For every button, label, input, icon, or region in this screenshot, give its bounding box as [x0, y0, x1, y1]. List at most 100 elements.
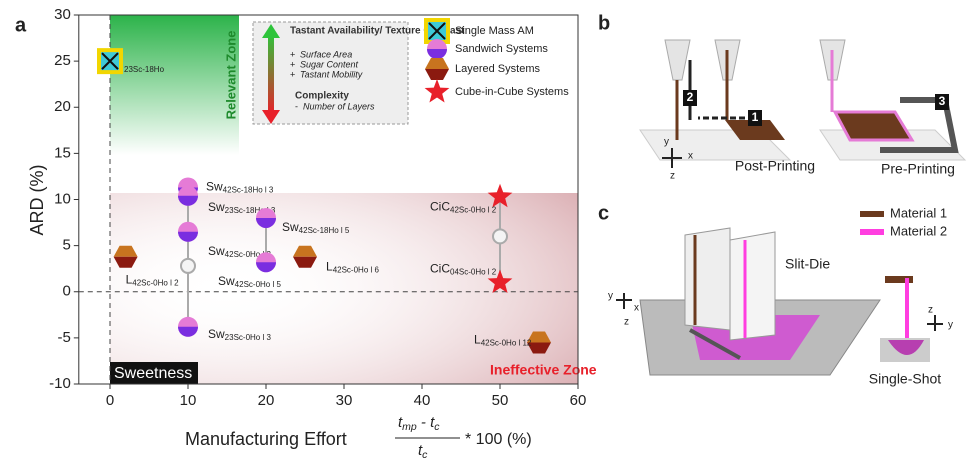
label-base: Sw: [208, 200, 225, 214]
marker-part: [293, 256, 317, 268]
print: [725, 120, 785, 140]
marker-star: [487, 183, 513, 208]
point-label: Sw42Sc-18Ho l 5: [282, 220, 350, 235]
legend-label: Material 1: [890, 205, 947, 220]
axis-letter: x: [688, 151, 693, 162]
marker-star: [424, 79, 450, 103]
marker-circle: [178, 221, 199, 242]
label-base: L: [326, 260, 333, 274]
marker-circle: [427, 39, 447, 59]
bullet: +: [290, 59, 295, 69]
marker-part: [428, 22, 446, 40]
label-base: Sw: [218, 274, 235, 288]
legend-label: Layered Systems: [455, 63, 540, 75]
label-base: Sw: [282, 220, 299, 234]
panel-label: a: [15, 14, 27, 36]
point-label: 23Sc-18Ho: [124, 65, 165, 74]
cup-fill: [888, 340, 924, 355]
point-label: Sw23Sc-18Ho l 3: [208, 200, 276, 215]
legend-swatch: [860, 211, 884, 217]
bullet: +: [290, 49, 295, 59]
point-label: Sw42Sc-0Ho l 5: [218, 274, 281, 289]
x-tick-label: 0: [106, 392, 114, 409]
marker-star: [487, 269, 513, 293]
label-sub: 04Sc-0Ho l 2: [450, 268, 497, 277]
marker-part: [487, 183, 513, 208]
print: [832, 110, 915, 142]
arrow: [880, 97, 959, 153]
marker-part: [527, 331, 551, 343]
legend-box-title: Complexity: [295, 91, 349, 102]
legend-box-frame: [252, 21, 409, 125]
marker-part: [178, 231, 199, 242]
formula-text: tmp - tc: [398, 414, 440, 433]
axis-letter: y: [664, 137, 669, 148]
nozzle: [664, 39, 691, 81]
formula-part: t: [398, 414, 403, 431]
x-tick-label: 20: [258, 392, 275, 409]
legend-box-item: Tastant Mobility: [300, 69, 363, 79]
formula-text: * 100 (%): [465, 431, 532, 448]
label-base: Sw: [208, 327, 225, 341]
legend-box-item: Number of Layers: [303, 101, 375, 111]
label-base: L: [126, 273, 133, 287]
arrow: [689, 328, 741, 360]
bullet: -: [295, 101, 298, 111]
point-label: Sw42Sc-18Ho l 3: [206, 180, 274, 195]
legend-swatch: [860, 229, 884, 235]
axis-letter: y: [608, 291, 613, 302]
step-label: 3: [939, 94, 946, 108]
plot: 0 10 20 30 40 50 60 -10 -5 0 5 10 15 20 25 30 23Sc-18Ho S…: [49, 6, 586, 409]
point-label: L42Sc-0Ho l 6: [326, 260, 379, 275]
axis-cross: [616, 293, 632, 309]
axis-letter: z: [670, 171, 675, 182]
step-badge: [935, 94, 949, 110]
arrow-head: [262, 110, 280, 124]
legend-label: Cube-in-Cube Systems: [455, 86, 569, 98]
label-sub: 42Sc-0Ho l 3: [225, 250, 272, 259]
axis-letter: z: [624, 317, 629, 328]
subscript: c: [422, 449, 428, 460]
label-base: CiC: [430, 200, 450, 214]
caption: Slit-Die: [785, 256, 830, 272]
marker-hexagon: [425, 58, 449, 80]
panel-label: c: [598, 202, 609, 224]
axis-letter: x: [634, 303, 639, 314]
panel-c: c Material 1 Material 2 Slit-Die Single-…: [598, 202, 953, 386]
marker-part: [113, 245, 138, 257]
legend-label: Sandwich Systems: [455, 43, 548, 55]
x-tick-label: 60: [570, 392, 587, 409]
x-tick-label: 50: [492, 392, 509, 409]
label-base: Sw: [208, 244, 225, 258]
legend-box-item: Sugar Content: [300, 59, 359, 69]
marker-hexagon: [293, 245, 317, 268]
sweetness-box: [110, 362, 198, 384]
y-tick-label: -5: [57, 329, 70, 346]
formula-part: - t: [417, 414, 435, 431]
formula-part: t: [418, 442, 423, 459]
point-label: CiC42Sc-0Ho l 2: [430, 200, 497, 215]
zone-label: Relevant Zone: [223, 31, 238, 120]
marker-part: [424, 79, 450, 103]
y-tick-label: -10: [49, 375, 71, 392]
axis-letter: z: [928, 305, 933, 316]
marker-square: [97, 48, 123, 75]
marker-circle: [256, 252, 276, 273]
marker-part: [427, 49, 447, 59]
marker-part: [425, 69, 449, 80]
marker-part: [178, 326, 199, 337]
step-label: 2: [687, 90, 694, 104]
x-tick-label: 40: [414, 392, 431, 409]
point-label: Sw23Sc-0Ho l 3: [208, 327, 271, 342]
y-tick-label: 15: [54, 144, 71, 161]
marker-part: [425, 58, 449, 69]
label-sub: 42Sc-0Ho l 2: [132, 279, 179, 288]
marker-part: [113, 256, 138, 268]
point-label: CiC04Sc-0Ho l 2: [430, 262, 497, 277]
marker-hexagon: [527, 331, 551, 354]
point-label: L42Sc-0Ho l 2: [126, 273, 179, 288]
bullet: +: [290, 69, 295, 79]
legend-box-item: Surface Area: [300, 49, 352, 59]
